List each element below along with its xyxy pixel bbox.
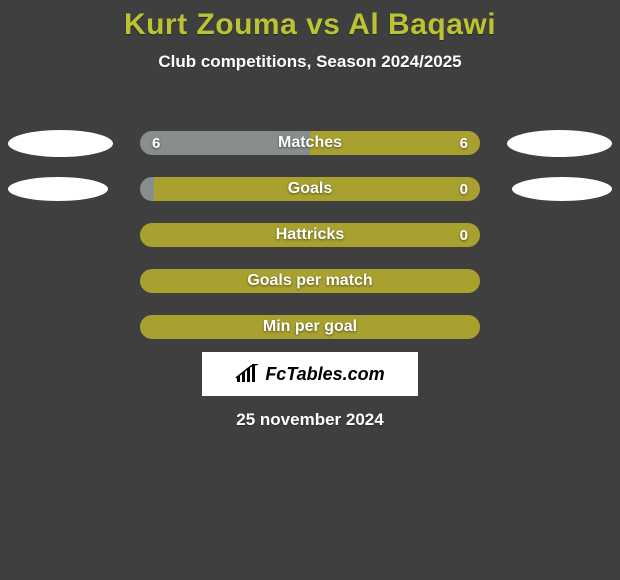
player-left-ellipse [8,130,113,157]
stat-bar [140,315,480,339]
subtitle: Club competitions, Season 2024/2025 [0,52,620,72]
stat-row: Matches66 [0,120,620,166]
player-right-ellipse [512,177,612,201]
brand-logo-text: FcTables.com [265,364,384,385]
stat-bar [140,269,480,293]
stat-row: Goals0 [0,166,620,212]
stats-area: Matches66Goals0Hattricks0Goals per match… [0,120,620,350]
stat-row: Goals per match [0,258,620,304]
page-title: Kurt Zouma vs Al Baqawi [0,0,620,42]
date-line: 25 november 2024 [0,410,620,430]
stat-bar [140,131,480,155]
player-right-ellipse [507,130,612,157]
player-left-ellipse [8,177,108,201]
stat-bar [140,177,480,201]
stat-bar [140,223,480,247]
comparison-canvas: Kurt Zouma vs Al Baqawi Club competition… [0,0,620,580]
stat-row: Min per goal [0,304,620,350]
brand-logo-box: FcTables.com [202,352,418,396]
logo-chart-icon [235,364,261,384]
stat-row: Hattricks0 [0,212,620,258]
